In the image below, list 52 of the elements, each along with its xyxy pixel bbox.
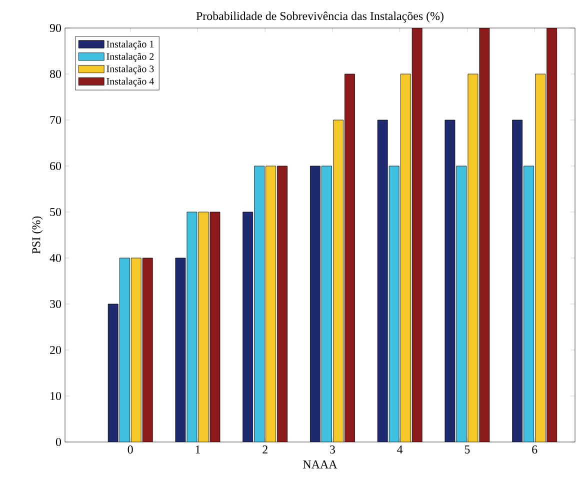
bar [479,28,490,442]
bar [108,304,118,442]
bar [277,166,288,442]
y-tick-label: 80 [50,70,62,78]
bar [400,74,411,442]
y-tick-label: 50 [50,208,62,216]
y-tick-label: 10 [50,392,62,400]
bar [310,166,320,442]
x-tick-label: 5 [464,446,470,454]
legend-label: Instalação 1 [106,40,154,50]
legend-label: Instalação 2 [106,52,154,62]
y-tick-label: 0 [56,438,62,446]
bar [444,120,456,442]
bar [242,212,254,442]
bar [535,74,546,442]
y-axis-title: PSI (%) [32,216,43,254]
legend-label: Instalação 3 [106,65,154,74]
bar [254,166,264,442]
x-tick-label: 0 [128,446,133,454]
y-tick-label: 90 [50,24,62,32]
bar [119,258,130,442]
bar [377,120,388,442]
bar [130,258,142,442]
bar [142,258,153,442]
bar [512,120,523,442]
y-tick-label: 30 [50,300,62,308]
legend-label: Instalação 4 [106,78,154,87]
x-tick-label: 4 [397,446,403,454]
x-tick-label: 1 [196,446,200,454]
bar [333,120,344,442]
bar [210,212,220,442]
bar [175,258,186,442]
bar [524,166,534,442]
bar [412,28,422,442]
bar [198,212,209,442]
bar [344,74,355,442]
y-tick-label: 40 [50,254,62,262]
bar [266,166,276,442]
x-tick-label: 2 [262,446,268,454]
y-tick-label: 20 [50,346,62,354]
bar [186,212,198,442]
chart-title: Probabilidade de Sobrevivência das Instalações (%) [196,12,444,23]
bar [388,166,400,442]
x-tick-label: 3 [330,446,335,454]
x-tick-label: 6 [532,446,538,454]
bar [322,166,332,442]
y-tick-label: 70 [50,116,62,124]
bar [468,74,478,442]
y-tick-label: 60 [50,162,62,170]
bar [456,166,467,442]
x-axis-title: NAAA [303,460,338,468]
bar [546,28,558,442]
